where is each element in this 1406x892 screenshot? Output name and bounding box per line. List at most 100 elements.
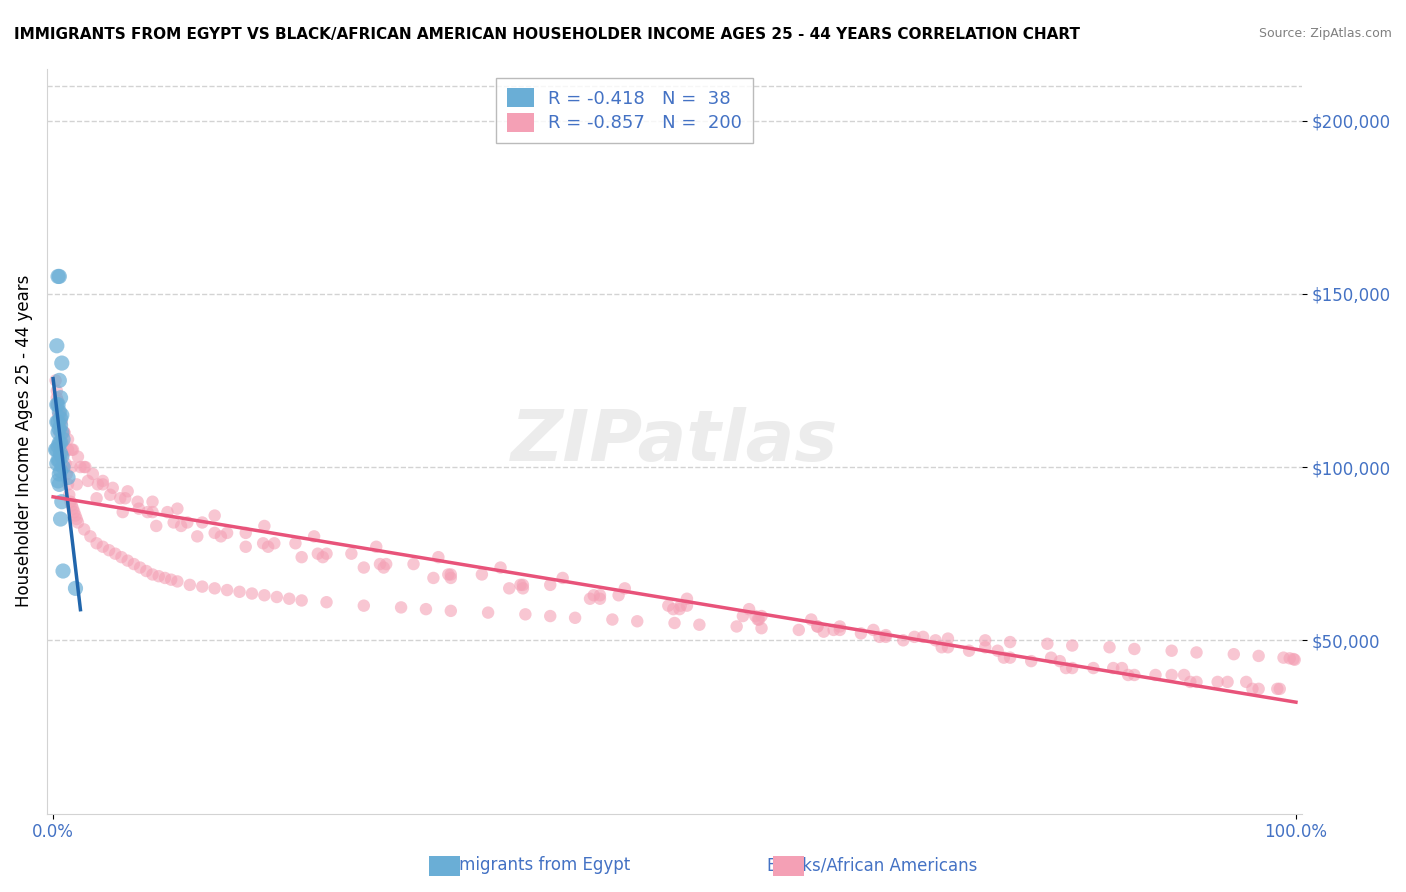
Point xyxy=(48,453,70,467)
Point xyxy=(688,617,710,632)
Point xyxy=(191,580,214,594)
Point xyxy=(1102,661,1125,675)
Point xyxy=(46,415,69,429)
Point xyxy=(82,467,104,481)
Point xyxy=(48,373,70,387)
Point xyxy=(987,644,1010,658)
Point xyxy=(957,644,980,658)
Point xyxy=(1054,661,1077,675)
Point xyxy=(849,626,872,640)
Point xyxy=(284,536,307,550)
Point xyxy=(48,477,70,491)
Point xyxy=(936,640,959,655)
Point xyxy=(170,519,193,533)
Text: Immigrants from Egypt: Immigrants from Egypt xyxy=(439,856,630,874)
Point xyxy=(45,442,67,457)
Point xyxy=(1241,681,1264,696)
Point xyxy=(471,567,494,582)
Point xyxy=(315,547,337,561)
Point xyxy=(46,474,69,488)
Point xyxy=(891,633,914,648)
Point xyxy=(1180,674,1202,689)
Point xyxy=(60,442,83,457)
Point xyxy=(117,484,139,499)
Point xyxy=(422,571,444,585)
Point xyxy=(828,623,851,637)
Point xyxy=(51,415,73,429)
Point xyxy=(65,582,87,596)
Point xyxy=(589,588,612,602)
Point xyxy=(63,505,86,519)
Point xyxy=(924,633,946,648)
Text: ZIPatlas: ZIPatlas xyxy=(510,407,838,475)
Point xyxy=(477,606,499,620)
Point xyxy=(48,425,70,440)
Point xyxy=(166,501,188,516)
Point xyxy=(48,435,70,450)
Point xyxy=(209,529,232,543)
Point xyxy=(48,404,70,418)
Point xyxy=(117,553,139,567)
Point xyxy=(903,630,925,644)
Point xyxy=(664,615,686,630)
Point xyxy=(141,505,163,519)
Point xyxy=(240,586,263,600)
Point xyxy=(56,470,79,484)
Point xyxy=(512,582,534,596)
Point xyxy=(58,488,80,502)
Point xyxy=(55,467,77,481)
Point xyxy=(1185,645,1208,659)
Point xyxy=(217,525,239,540)
Point xyxy=(46,439,69,453)
Point xyxy=(136,505,159,519)
Point xyxy=(253,588,276,602)
Point xyxy=(312,550,335,565)
Point xyxy=(122,557,145,571)
Point xyxy=(676,591,699,606)
Point xyxy=(1223,647,1246,661)
Point xyxy=(340,547,363,561)
Point xyxy=(974,633,997,648)
Point xyxy=(257,540,280,554)
Point xyxy=(427,550,450,565)
Point xyxy=(748,613,770,627)
Point xyxy=(156,505,179,519)
Point xyxy=(179,578,201,592)
Point xyxy=(1173,668,1195,682)
Point xyxy=(53,446,76,460)
Point xyxy=(160,573,183,587)
Point xyxy=(45,415,67,429)
Point xyxy=(440,604,463,618)
Point xyxy=(800,613,823,627)
Point xyxy=(1036,637,1059,651)
Point xyxy=(104,547,127,561)
Point xyxy=(1123,642,1146,657)
Point xyxy=(56,477,79,491)
Point xyxy=(875,628,897,642)
Text: IMMIGRANTS FROM EGYPT VS BLACK/AFRICAN AMERICAN HOUSEHOLDER INCOME AGES 25 - 44 : IMMIGRANTS FROM EGYPT VS BLACK/AFRICAN A… xyxy=(14,27,1080,42)
Point xyxy=(129,560,152,574)
Point xyxy=(607,588,630,602)
Point xyxy=(49,463,72,477)
Point xyxy=(731,609,754,624)
Point xyxy=(291,593,314,607)
Point xyxy=(1040,650,1063,665)
Point xyxy=(538,578,561,592)
Point xyxy=(235,540,257,554)
Point xyxy=(66,450,89,464)
Point xyxy=(46,453,69,467)
Point xyxy=(79,529,101,543)
Point xyxy=(111,505,134,519)
Point xyxy=(1062,661,1084,675)
Point xyxy=(98,488,121,502)
Point xyxy=(60,460,83,475)
Point xyxy=(51,408,73,422)
Point xyxy=(49,415,72,429)
Point xyxy=(993,650,1015,665)
Point xyxy=(252,536,274,550)
Point xyxy=(49,391,72,405)
Point xyxy=(657,599,679,613)
Point xyxy=(49,418,72,433)
Point xyxy=(669,599,692,613)
Point xyxy=(69,460,91,475)
